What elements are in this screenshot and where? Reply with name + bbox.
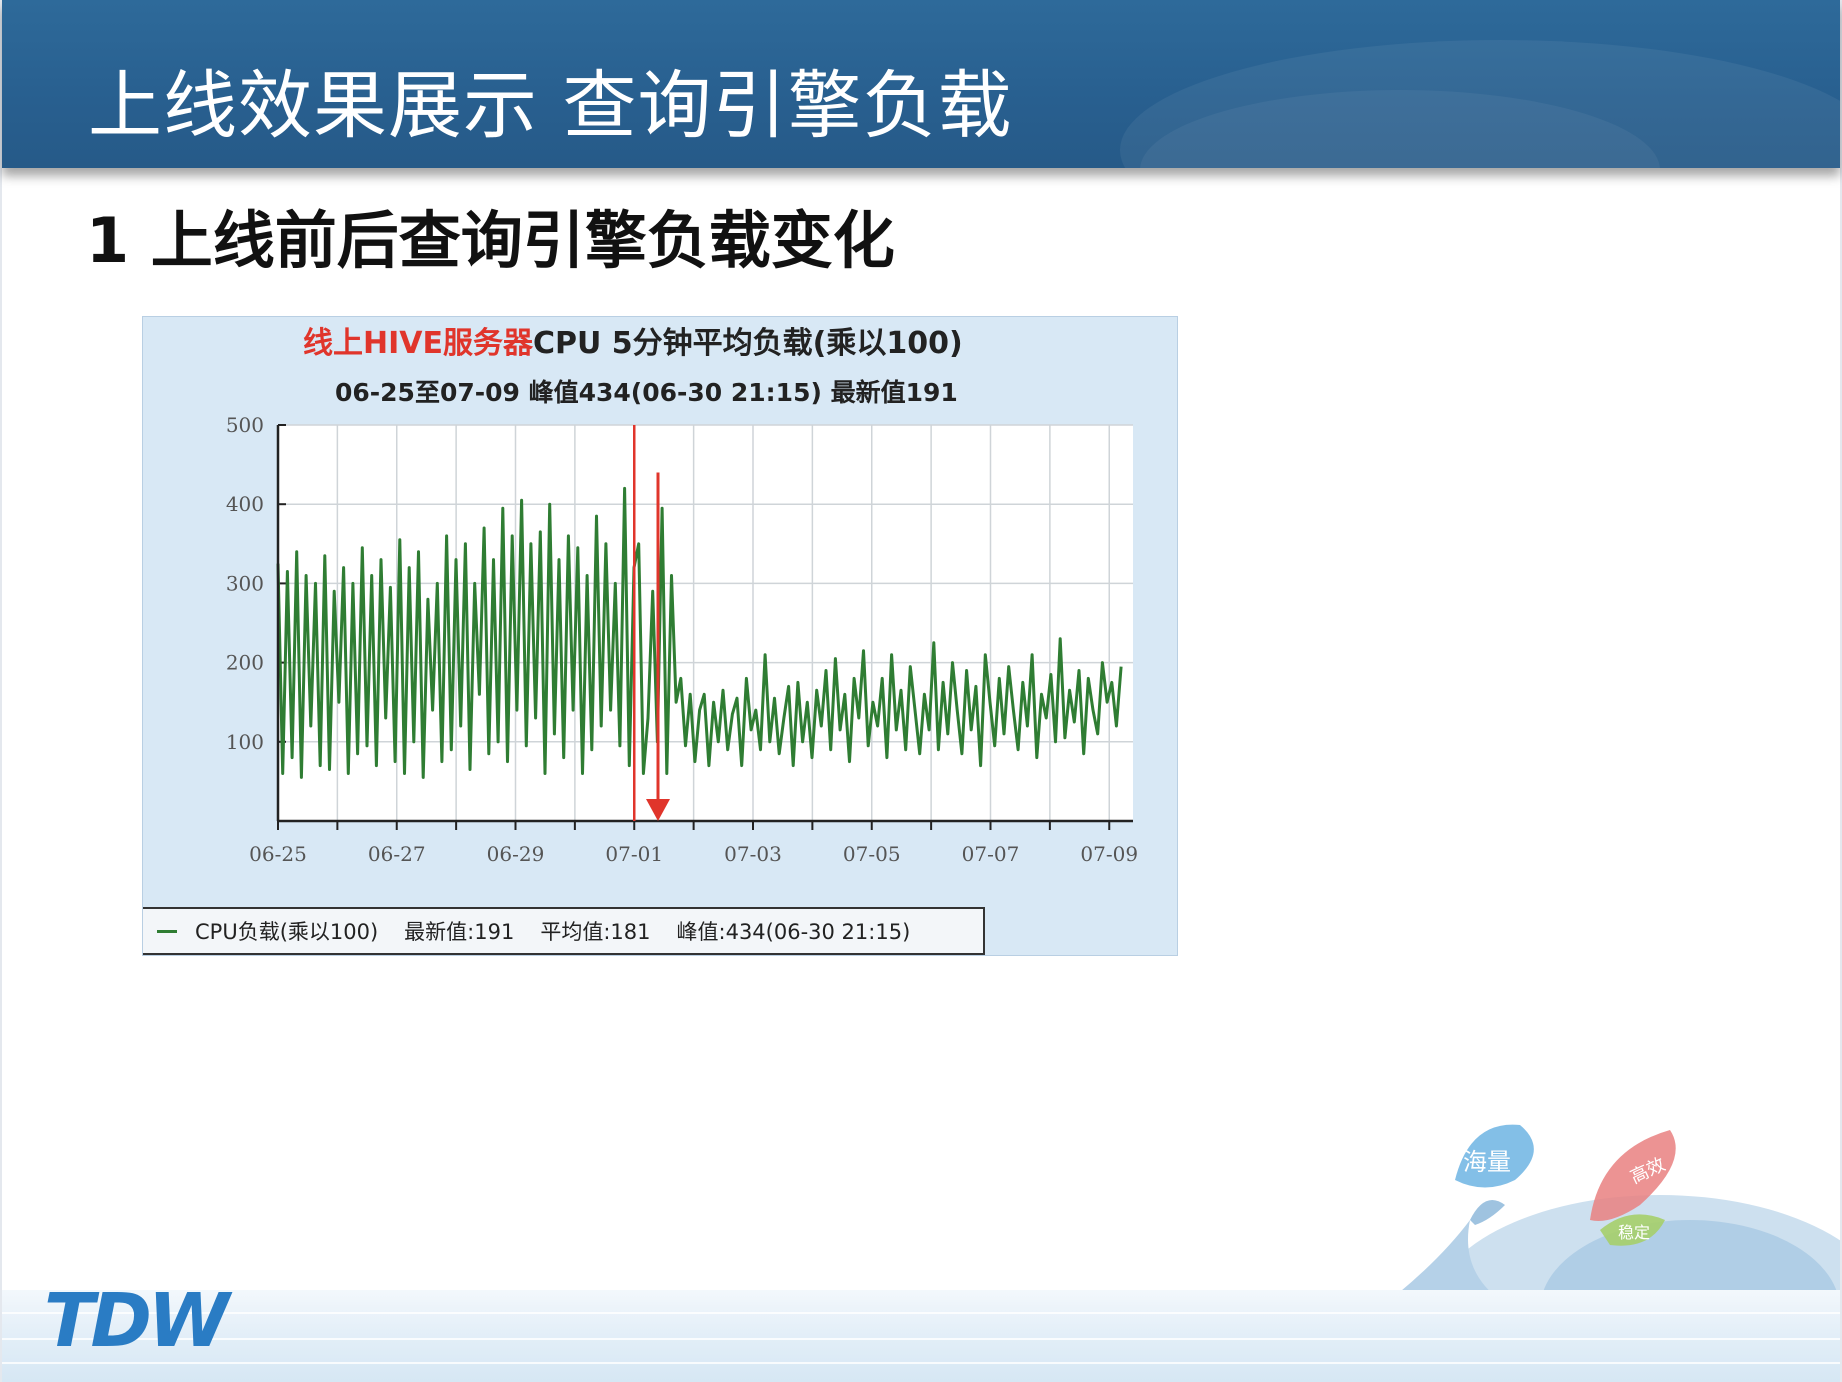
tdw-logo: TDW bbox=[44, 1278, 230, 1364]
chart-title-rest: CPU 5分钟平均负载(乘以100) bbox=[533, 326, 963, 361]
y-tick-label: 400 bbox=[226, 492, 264, 516]
sea-ripple bbox=[2, 1338, 1840, 1340]
footer-sea-decoration bbox=[2, 1290, 1840, 1382]
chart-title: 线上HIVE服务器CPU 5分钟平均负载(乘以100) bbox=[303, 326, 963, 361]
x-tick-label: 07-01 bbox=[605, 842, 663, 866]
x-tick-label: 06-29 bbox=[487, 842, 545, 866]
legend-series-label: CPU负载(乘以100) bbox=[195, 920, 379, 944]
y-tick-label: 300 bbox=[226, 571, 264, 595]
sea-ripple bbox=[2, 1362, 1840, 1364]
chart-title-prefix: 线上HIVE服务器 bbox=[303, 326, 534, 361]
y-tick-label: 200 bbox=[226, 651, 264, 675]
red-arrow-head bbox=[646, 799, 670, 821]
chart-legend: CPU负载(乘以100) 最新值:191 平均值:181 峰值:434(06-3… bbox=[143, 907, 985, 955]
x-tick-label: 07-07 bbox=[962, 842, 1020, 866]
legend-swatch bbox=[157, 929, 177, 933]
y-tick-label: 500 bbox=[226, 413, 264, 437]
legend-average: 平均值:181 bbox=[540, 920, 651, 944]
x-tick-label: 06-25 bbox=[249, 842, 307, 866]
bubble-label-stable: 稳定 bbox=[1618, 1223, 1650, 1242]
x-tick-label: 07-09 bbox=[1080, 842, 1138, 866]
legend-peak: 峰值:434(06-30 21:15) bbox=[676, 920, 911, 944]
chart-subtitle: 06-25至07-09 峰值434(06-30 21:15) 最新值191 bbox=[335, 378, 958, 407]
slide-title: 上线效果展示 查询引擎负载 bbox=[88, 63, 1013, 149]
y-tick-label: 100 bbox=[226, 730, 264, 754]
series-line-cpu-load bbox=[276, 486, 1123, 779]
x-tick-label: 06-27 bbox=[368, 842, 426, 866]
bubble-label-volume: 海量 bbox=[1463, 1148, 1511, 1176]
x-tick-label: 07-03 bbox=[724, 842, 782, 866]
whale-decoration: 海量 高效 稳定 bbox=[1390, 1124, 1840, 1310]
slide-header: 上线效果展示 查询引擎负载 bbox=[2, 0, 1840, 168]
chart-canvas: 线上HIVE服务器CPU 5分钟平均负载(乘以100) 06-25至07-09 … bbox=[226, 326, 1138, 866]
legend-latest: 最新值:191 bbox=[404, 920, 515, 944]
slide-subtitle: 1 上线前后查询引擎负载变化 bbox=[86, 204, 895, 277]
sea-ripple bbox=[2, 1312, 1840, 1314]
x-tick-label: 07-05 bbox=[843, 842, 901, 866]
cpu-load-chart: 线上HIVE服务器CPU 5分钟平均负载(乘以100) 06-25至07-09 … bbox=[142, 316, 1178, 956]
